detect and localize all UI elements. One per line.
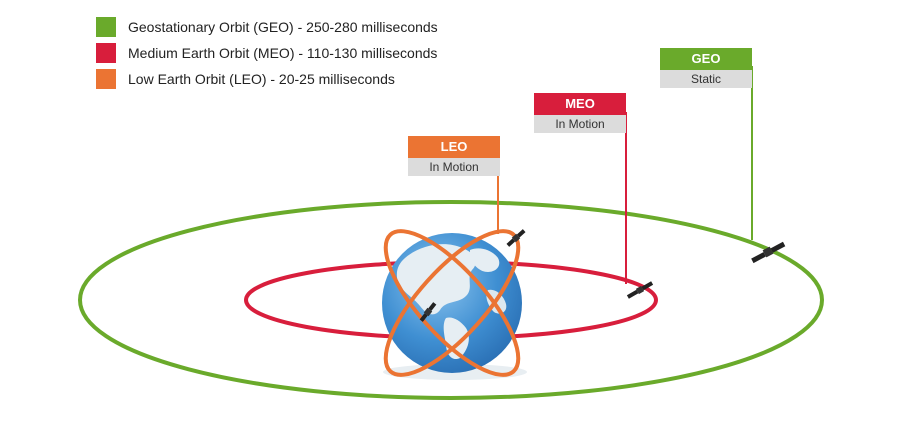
leo-flag-status: In Motion: [408, 158, 500, 176]
geo-orbit: [78, 200, 824, 400]
legend-item-leo: Low Earth Orbit (LEO) - 20-25 millisecon…: [96, 66, 438, 92]
earth-globe: [382, 233, 522, 373]
leo-flag: LEO In Motion: [408, 136, 500, 176]
leo-orbit-1: [383, 229, 521, 377]
geo-flag-status: Static: [660, 70, 752, 88]
leo-color-swatch: [96, 69, 116, 89]
leo-satellite-2-icon: [419, 302, 437, 322]
meo-flag: MEO In Motion: [534, 93, 626, 133]
meo-flag-status: In Motion: [534, 115, 626, 133]
meo-flag-title: MEO: [534, 93, 626, 115]
geo-satellite-icon: [751, 241, 786, 264]
meo-satellite-icon: [626, 281, 654, 299]
legend-item-meo: Medium Earth Orbit (MEO) - 110-130 milli…: [96, 40, 438, 66]
legend-label-geo: Geostationary Orbit (GEO) - 250-280 mill…: [128, 19, 438, 35]
meo-color-swatch: [96, 43, 116, 63]
legend-label-leo: Low Earth Orbit (LEO) - 20-25 millisecon…: [128, 71, 395, 87]
leo-satellite-icon: [506, 229, 526, 247]
legend-item-geo: Geostationary Orbit (GEO) - 250-280 mill…: [96, 14, 438, 40]
legend-label-meo: Medium Earth Orbit (MEO) - 110-130 milli…: [128, 45, 438, 61]
legend: Geostationary Orbit (GEO) - 250-280 mill…: [96, 14, 438, 92]
geo-flag: GEO Static: [660, 48, 752, 88]
leo-orbit-2: [383, 229, 521, 377]
geo-flag-title: GEO: [660, 48, 752, 70]
leo-flag-title: LEO: [408, 136, 500, 158]
geo-color-swatch: [96, 17, 116, 37]
